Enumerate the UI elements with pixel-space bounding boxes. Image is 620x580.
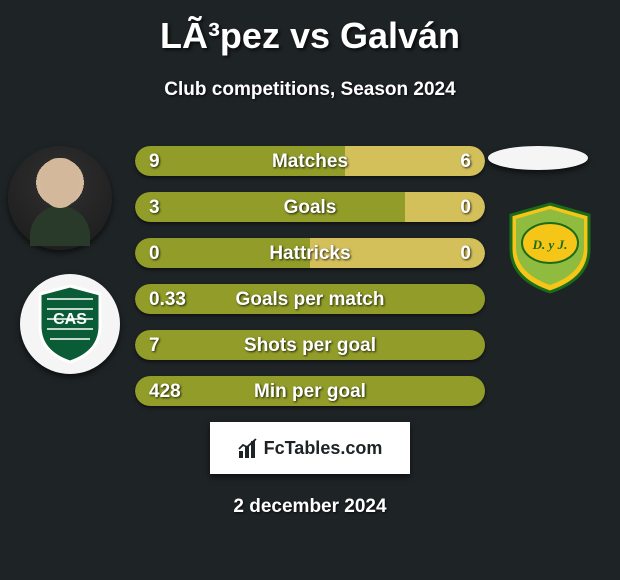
stat-bar-left: [135, 192, 405, 222]
shield-icon: CAS: [35, 284, 105, 364]
stat-row: 0 Hattricks 0: [135, 238, 485, 268]
stat-value-left: 428: [149, 381, 181, 403]
stat-row: 3 Goals 0: [135, 192, 485, 222]
svg-text:D. y J.: D. y J.: [532, 237, 568, 252]
infographic-container: LÃ³pez vs Galván Club competitions, Seas…: [0, 0, 620, 580]
stat-value-left: 9: [149, 151, 160, 173]
chart-icon: [238, 437, 260, 459]
stat-value-left: 0.33: [149, 289, 186, 311]
stat-row: 7 Shots per goal: [135, 330, 485, 360]
player-left-avatar: [8, 146, 112, 250]
stat-value-left: 7: [149, 335, 160, 357]
stat-value-right: 6: [460, 151, 471, 173]
stat-row: 0.33 Goals per match: [135, 284, 485, 314]
stat-label: Matches: [272, 151, 348, 173]
stat-rows: 9 Matches 6 3 Goals 0 0 Hattricks 0 0.33 Goals per…: [135, 146, 485, 406]
subtitle: Club competitions, Season 2024: [0, 79, 620, 101]
stat-label: Min per goal: [254, 381, 366, 403]
player-right-avatar: [488, 146, 588, 170]
content-area: CAS D. y J. 9Matches63Goals00Hattricks00…: [0, 146, 620, 518]
svg-text:CAS: CAS: [53, 311, 87, 328]
stat-value-right: 0: [460, 243, 471, 265]
fctables-attribution[interactable]: FcTables.com: [210, 422, 410, 474]
stat-value-right: 0: [460, 197, 471, 219]
stat-value-left: 0: [149, 243, 160, 265]
page-title: LÃ³pez vs Galván: [0, 15, 620, 57]
stat-label: Goals per match: [236, 289, 385, 311]
stat-label: Hattricks: [269, 243, 350, 265]
date: 2 december 2024: [0, 496, 620, 518]
stat-label: Shots per goal: [244, 335, 376, 357]
shield-icon: D. y J.: [503, 201, 597, 295]
stat-value-left: 3: [149, 197, 160, 219]
club-right-badge: D. y J.: [500, 198, 600, 298]
fctables-label: FcTables.com: [238, 437, 383, 459]
stat-label: Goals: [284, 197, 337, 219]
club-left-badge: CAS: [20, 274, 120, 374]
stat-row: 428 Min per goal: [135, 376, 485, 406]
stat-row: 9 Matches 6: [135, 146, 485, 176]
stat-bar-right: [405, 192, 486, 222]
